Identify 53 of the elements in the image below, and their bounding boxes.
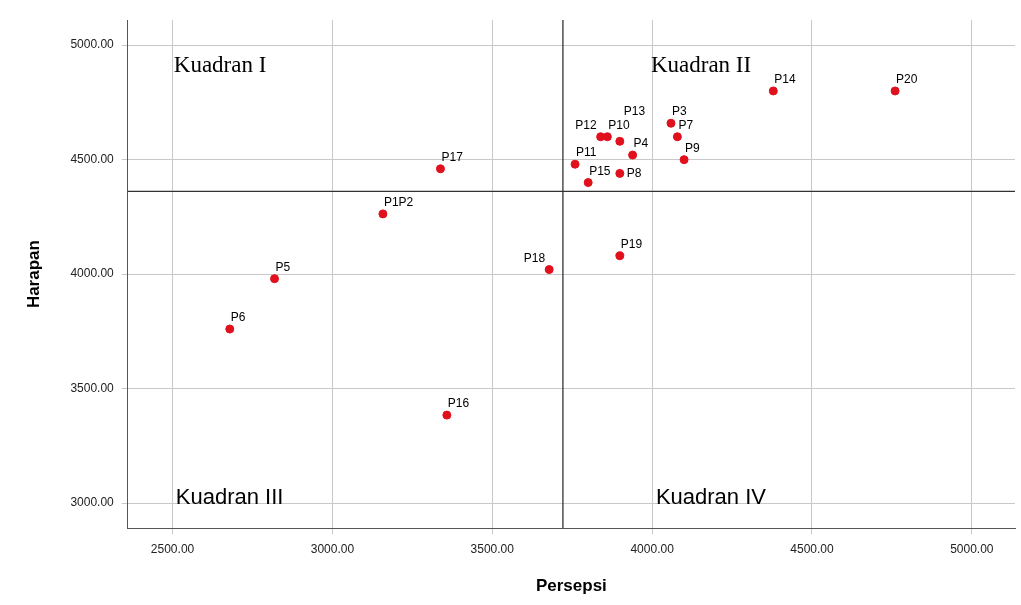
point	[679, 155, 689, 165]
annotation: P4	[633, 136, 649, 151]
y-tick-label: 4000.00	[70, 266, 115, 281]
point	[583, 178, 593, 188]
point	[442, 410, 452, 420]
x-tick-label: 4500.00	[790, 541, 834, 556]
point	[615, 136, 625, 146]
annotation: P18	[523, 250, 546, 265]
point	[672, 132, 682, 142]
point	[666, 118, 676, 128]
point	[615, 168, 625, 178]
y-tick-label: 4500.00	[70, 151, 115, 166]
annotation: P12	[575, 117, 597, 132]
x-tick-label: 3000.00	[310, 541, 355, 556]
annotation: Kuadran III	[175, 484, 284, 510]
point	[225, 324, 235, 334]
annotation: P3	[671, 104, 687, 119]
point	[270, 274, 280, 284]
point	[378, 209, 388, 219]
point	[768, 86, 778, 96]
annotation: P15	[589, 163, 611, 178]
point	[890, 86, 900, 96]
annotation: Kuadran IV	[655, 484, 767, 510]
annotation: P8	[626, 166, 642, 181]
x-tick-label: 3500.00	[470, 541, 515, 556]
annotation: P14	[774, 71, 796, 86]
annotation: P9	[685, 140, 701, 155]
y-tick-label: 5000.00	[70, 37, 115, 52]
y-tick-label: 3500.00	[70, 380, 115, 395]
annotation: P20	[896, 71, 918, 86]
annotation: P19	[620, 236, 643, 251]
annotation: P13	[623, 104, 646, 119]
annotation: P1P2	[383, 194, 414, 209]
annotation: Kuadran I	[173, 52, 267, 78]
point	[628, 150, 638, 160]
annotation: P17	[441, 149, 464, 164]
point	[544, 265, 554, 275]
annotation: Kuadran II	[650, 52, 752, 78]
x-tick-label: 4000.00	[630, 541, 675, 556]
point	[570, 159, 580, 169]
point	[615, 251, 625, 261]
annotation: P7	[678, 117, 694, 132]
annotation: P6	[230, 310, 246, 325]
annotation: P10	[608, 117, 631, 132]
point	[435, 164, 445, 174]
y-axis-title: Harapan	[23, 240, 43, 309]
annotation: P5	[275, 259, 291, 274]
x-tick-label: 2500.00	[150, 541, 195, 556]
x-tick-label: 5000.00	[950, 541, 994, 556]
x-axis-title: Persepsi	[535, 576, 607, 596]
annotation: P11	[576, 145, 597, 160]
y-tick-label: 3000.00	[70, 495, 115, 510]
annotation: P16	[447, 396, 470, 411]
